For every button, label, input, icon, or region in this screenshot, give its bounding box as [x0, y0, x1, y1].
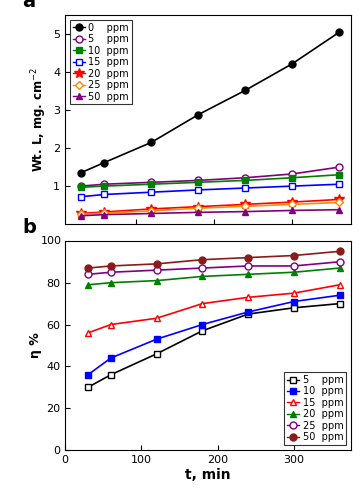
- Legend: 5    ppm, 10  ppm, 15  ppm, 20  ppm, 25  ppm, 50  ppm: 5 ppm, 10 ppm, 15 ppm, 20 ppm, 25 ppm, 5…: [284, 372, 346, 445]
- Text: b: b: [22, 218, 36, 236]
- Legend: 0    ppm, 5    ppm, 10  ppm, 15  ppm, 20  ppm, 25  ppm, 50  ppm: 0 ppm, 5 ppm, 10 ppm, 15 ppm, 20 ppm, 25…: [70, 20, 132, 104]
- Text: a: a: [22, 0, 35, 11]
- Text: 100: 100: [41, 236, 62, 246]
- Y-axis label: η %: η %: [29, 332, 42, 358]
- X-axis label: t, min: t, min: [185, 468, 231, 481]
- Y-axis label: Wt. L, mg. cm$^{-2}$: Wt. L, mg. cm$^{-2}$: [29, 67, 49, 172]
